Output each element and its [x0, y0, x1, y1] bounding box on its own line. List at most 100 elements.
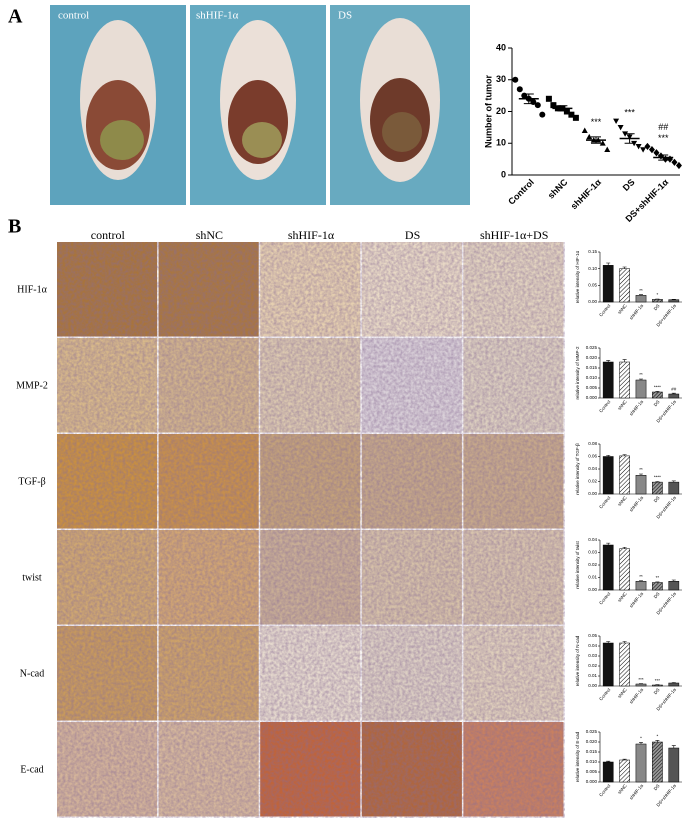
bar [635, 581, 647, 591]
y-tick-label: 0.04 [588, 466, 597, 471]
ihc-grid [57, 242, 565, 818]
y-tick-label: 0.010 [586, 375, 598, 380]
x-tick-label: shNC [617, 303, 629, 315]
y-tick-label: 0.02 [588, 479, 597, 484]
error-bar [639, 378, 643, 380]
point [572, 114, 579, 121]
error-bar [658, 154, 669, 161]
bar [668, 747, 680, 783]
bar [668, 481, 680, 495]
y-tick-label: 0.08 [588, 441, 597, 446]
y-axis-label: Number of tumor [483, 75, 493, 148]
point [613, 118, 620, 125]
annotation: ** [639, 467, 643, 472]
error-bar [639, 742, 643, 744]
y-tick-label: 0.02 [588, 562, 597, 567]
error-bar [606, 454, 611, 457]
point [550, 102, 557, 109]
y-axis-label: relative intensity of TGF-β [575, 443, 580, 495]
point [653, 149, 660, 157]
y-tick-label: 0.01 [588, 673, 597, 678]
error-bar [606, 760, 611, 762]
error-bar [606, 360, 611, 362]
bar [602, 642, 614, 687]
row-label: E-cad [20, 764, 43, 775]
error-bar [591, 136, 601, 144]
x-tick-label: DS [653, 783, 661, 791]
row-label: HIF-1α [17, 284, 47, 295]
point [581, 127, 588, 133]
y-axis-label: relative intensity of HIF-1α [575, 250, 580, 303]
y-tick-label: 0.00 [588, 683, 597, 688]
y-tick-label: 0.015 [586, 365, 598, 370]
y-tick-label: 0.03 [588, 653, 597, 658]
annotation: * [657, 292, 659, 297]
x-tick-label: shNC [617, 687, 629, 699]
bar [602, 544, 614, 591]
y-tick-label: 0.015 [586, 749, 598, 754]
panel-label: B [8, 216, 21, 238]
bar [668, 299, 680, 303]
photo [190, 5, 326, 205]
point [617, 124, 624, 131]
error-bar [622, 454, 627, 456]
y-tick-label: 0.10 [588, 266, 597, 271]
y-axis-label: relative intensity of E-cad [575, 731, 580, 782]
bar [668, 581, 680, 591]
column-label: shNC [196, 228, 223, 242]
bar [602, 361, 614, 399]
row-label: N-cad [20, 668, 44, 679]
column-label: control [91, 228, 126, 242]
panel-label: A [8, 6, 23, 28]
x-tick-label: DS [653, 303, 661, 311]
photo-label: shHIF-1α [196, 10, 239, 22]
point [640, 147, 647, 153]
y-tick-label: 0 [501, 169, 506, 179]
x-tick-label: Control [598, 399, 611, 413]
error-bar [606, 542, 611, 545]
point [512, 76, 519, 83]
error-bar [523, 93, 534, 105]
point [563, 108, 570, 115]
x-tick-label: shHIF-1α [628, 591, 644, 609]
y-tick-label: 0.025 [586, 729, 598, 734]
x-tick-label: DS [621, 177, 637, 193]
x-tick-label: shNC [617, 591, 629, 603]
x-tick-label: shNC [546, 177, 570, 201]
row-label: TGF-β [18, 476, 45, 487]
annotation: ** [639, 288, 643, 293]
y-tick-label: 0.03 [588, 550, 597, 555]
point [648, 146, 655, 154]
y-tick-label: 0.020 [586, 355, 598, 360]
annotation: ** [656, 575, 660, 580]
error-bar [622, 266, 627, 269]
bar [635, 475, 647, 495]
y-tick-label: 0.00 [588, 299, 597, 304]
x-tick-label: Control [598, 303, 611, 317]
y-tick-label: 0.000 [586, 395, 598, 400]
annotation: ## [671, 386, 677, 391]
error-bar [655, 391, 660, 392]
annotation: ** [639, 372, 643, 377]
annotation: *** [658, 133, 669, 143]
error-bar [606, 262, 611, 266]
x-tick-label: shNC [617, 783, 629, 795]
point [534, 102, 541, 109]
point [586, 133, 593, 140]
point [568, 111, 575, 118]
bar [619, 455, 630, 495]
error-bar [622, 641, 627, 643]
bar [635, 683, 647, 687]
y-tick-label: 0.15 [588, 249, 597, 254]
y-tick-label: 0.00 [588, 491, 597, 496]
y-tick-label: 0.05 [588, 633, 597, 638]
row-label: MMP-2 [16, 380, 48, 391]
bar [652, 299, 663, 303]
point [545, 95, 552, 102]
bar [652, 481, 663, 495]
x-tick-label: shHIF-1α [628, 783, 644, 801]
y-tick-label: 0.01 [588, 575, 597, 580]
point [671, 158, 678, 166]
point [599, 140, 606, 146]
bar [619, 548, 630, 591]
